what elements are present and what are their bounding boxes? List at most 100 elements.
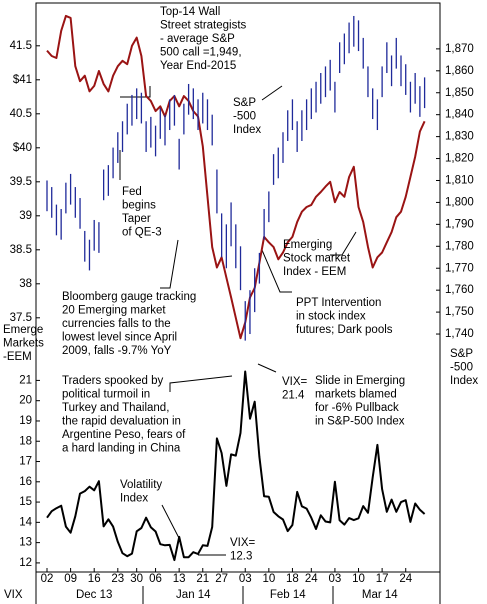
series-label: Index - EEM (283, 266, 346, 278)
y-tick-label: 20 (19, 395, 32, 407)
y-tick-label: 38.5 (10, 244, 32, 256)
y-tick-label: 14 (19, 516, 32, 528)
annotation: Turkey and Thailand, (62, 402, 169, 414)
month-label: Dec 13 (76, 589, 112, 601)
x-tick-label: 17 (376, 573, 389, 585)
series-label: S&P (233, 97, 256, 109)
x-tick-label: 16 (88, 573, 101, 585)
series-line (46, 14, 426, 340)
y2-tick-label: 1,840 (445, 109, 474, 121)
y-tick-label: 13 (19, 537, 32, 549)
annotation: VIX= (282, 376, 308, 388)
y-tick-label: 17 (19, 456, 32, 468)
y2-tick-label: 1,800 (445, 196, 474, 208)
x-tick-label: 03 (239, 573, 252, 585)
annotation: PPT Intervention (296, 297, 381, 309)
annotation: a hard landing in China (62, 443, 181, 455)
y-tick-label: 39.5 (10, 176, 32, 188)
y-axis-label: Emerge (3, 324, 43, 336)
leader-line (261, 249, 292, 293)
annotation: Taper (122, 213, 151, 225)
x-tick-label: 03 (329, 573, 342, 585)
x-tick-label: 27 (215, 573, 228, 585)
y2-axis-label: -500 (450, 362, 473, 374)
annotation: lowest level since April (62, 332, 177, 344)
series-line (46, 370, 426, 562)
y-axis-label: -EEM (3, 351, 32, 363)
x-tick-label: 24 (399, 573, 412, 585)
annotation: begins (122, 200, 156, 212)
series-label: Emerging (283, 239, 332, 251)
leader-line (257, 363, 277, 373)
x-tick-label: 21 (196, 573, 209, 585)
annotation: Street strategists (160, 20, 247, 32)
x-tick-label: 24 (305, 573, 318, 585)
annotation: futures; Dark pools (296, 324, 393, 336)
month-label: Feb 14 (270, 589, 306, 601)
y-tick-label: 41.5 (10, 40, 32, 52)
x-axis-label: VIX (4, 589, 23, 601)
x-tick-label: 18 (286, 573, 299, 585)
annotation: the rapid devaluation in (62, 416, 181, 428)
leader-line (161, 504, 181, 541)
x-tick-label: 10 (262, 573, 275, 585)
y-tick-label: 15 (19, 496, 32, 508)
series-label: -500 (233, 111, 256, 123)
annotation: - average S&P (160, 33, 235, 45)
y-tick-label: 39 (19, 210, 32, 222)
x-tick-label: 09 (64, 573, 77, 585)
y-tick-label: 18 (19, 435, 32, 447)
x-tick-label: 13 (173, 573, 186, 585)
y-tick-label: 16 (19, 476, 32, 488)
y2-tick-label: 1,760 (445, 284, 474, 296)
y-tick-label: 19 (19, 415, 32, 427)
annotation: 20 Emerging market (62, 305, 166, 317)
x-tick-label: 30 (130, 573, 143, 585)
annotation: Fed (122, 186, 142, 198)
y-tick-label: 12 (19, 557, 32, 569)
month-label: Mar 14 (362, 589, 398, 601)
y-tick-label: 21 (19, 374, 32, 386)
y2-tick-label: 1,790 (445, 218, 474, 230)
annotation: Top-14 Wall (160, 6, 220, 18)
annotation: 500 call =1,949, (160, 47, 242, 59)
leader-line (160, 239, 179, 289)
annotation: markets blamed (315, 389, 397, 401)
annotation: in S&P-500 Index (315, 416, 405, 428)
y2-tick-label: 1,750 (445, 306, 474, 318)
annotation: Slide in Emerging (315, 375, 405, 387)
y2-tick-label: 1,830 (445, 131, 474, 143)
y2-axis-label: Index (450, 375, 478, 387)
y2-tick-label: 1,810 (445, 175, 474, 187)
annotation: 2009, falls -9.7% YoY (62, 345, 172, 357)
annotation: currencies falls to the (62, 318, 171, 330)
leader-line (169, 375, 233, 392)
y-tick-label: 37.5 (10, 312, 32, 324)
x-tick-label: 06 (149, 573, 162, 585)
y-axis-label: Markets (3, 338, 44, 350)
x-tick-label: 10 (352, 573, 365, 585)
y2-tick-label: 1,850 (445, 87, 474, 99)
y2-tick-label: 1,820 (445, 153, 474, 165)
y2-tick-label: 1,770 (445, 262, 474, 274)
y-tick-label: $40 (13, 142, 32, 154)
plot-frame (35, 2, 441, 573)
annotation: for -6% Pullback (315, 402, 399, 414)
series-label: Stock market (283, 253, 351, 265)
y2-tick-label: 1,860 (445, 65, 474, 77)
leader-line (330, 231, 357, 256)
annotation: Bloomberg gauge tracking (62, 291, 196, 303)
y2-axis-label: S&P (450, 348, 473, 360)
annotation: Argentine Peso, fears of (62, 429, 186, 441)
annotation: VIX= (230, 537, 256, 549)
x-tick-label: 02 (41, 573, 54, 585)
y-tick-label: $41 (13, 74, 32, 86)
annotation: of QE-3 (122, 227, 162, 239)
y2-tick-label: 1,780 (445, 240, 474, 252)
leader-line (261, 85, 283, 101)
leader-line (120, 86, 151, 98)
series-label: Volatility (120, 479, 162, 491)
x-tick-label: 23 (111, 573, 124, 585)
series-label: Index (233, 124, 261, 136)
